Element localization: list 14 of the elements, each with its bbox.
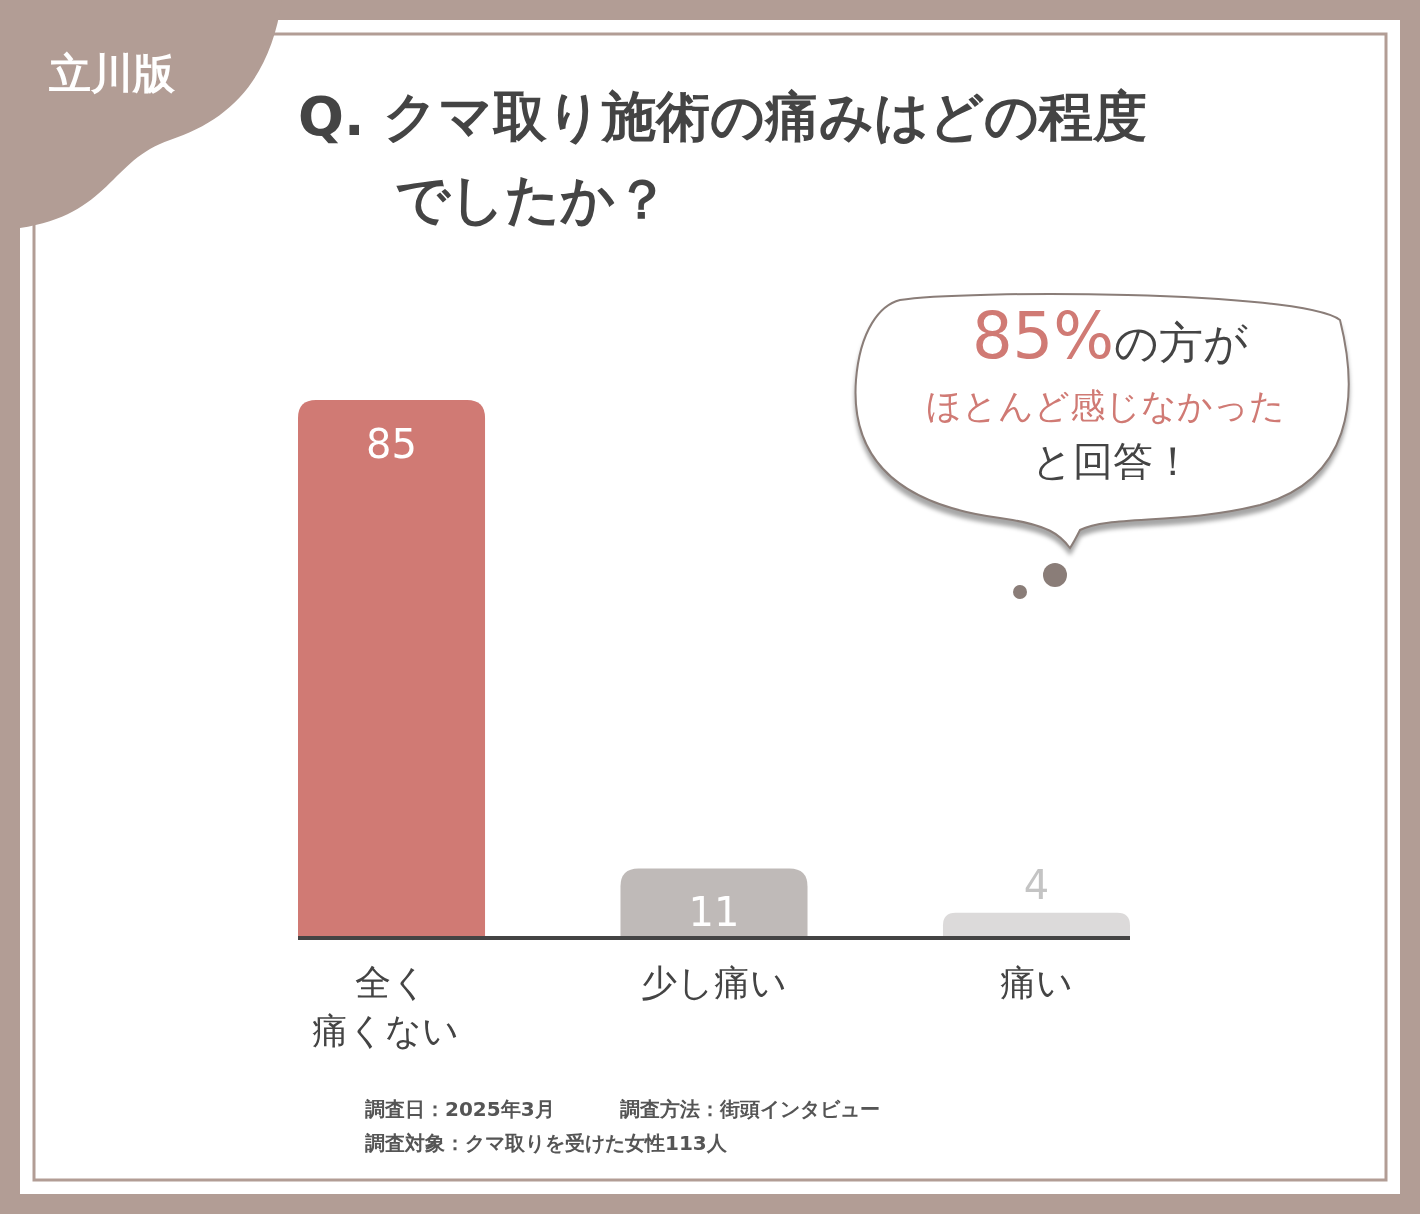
annotation: ほとんど感じなかった <box>925 386 1285 426</box>
chart-subtitle: 立川版 <box>48 49 176 98</box>
text: 調査日：2025年3月 <box>365 1097 555 1121</box>
data-label: 11 <box>688 889 740 936</box>
text: 調査方法：街頭インタビュー <box>620 1097 880 1121</box>
x-tick-label: 少し痛い <box>641 962 787 1003</box>
chart-title: Q. クマ取り施術の痛みはどの程度でしたか？ <box>298 85 1148 231</box>
x-tick-label: 痛い <box>999 962 1073 1003</box>
annotation: と回答！ <box>1031 438 1193 484</box>
data-label: 4 <box>1023 861 1050 908</box>
text: 85%の方が <box>971 299 1249 373</box>
text: 調査対象：クマ取りを受けた女性113人 <box>365 1131 728 1155</box>
data-label: 85 <box>366 421 417 467</box>
x-tick-label: 全く痛くない <box>312 962 460 1051</box>
